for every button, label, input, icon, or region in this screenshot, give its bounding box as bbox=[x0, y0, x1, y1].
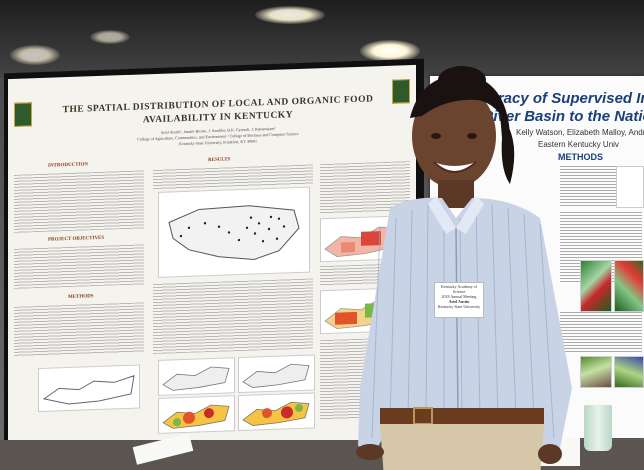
section-objectives: PROJECT OBJECTIVES bbox=[48, 235, 105, 243]
ceiling-light bbox=[10, 45, 60, 65]
text-block bbox=[14, 302, 144, 357]
text-block bbox=[560, 312, 642, 352]
section-results: RESULTS bbox=[208, 157, 231, 164]
section-methods: METHODS bbox=[68, 294, 94, 301]
text-block bbox=[14, 170, 144, 233]
satellite-image bbox=[580, 356, 612, 388]
kentucky-heat-map-d bbox=[242, 401, 310, 426]
kentucky-map-figure bbox=[238, 392, 315, 432]
name-badge: Kentucky Academy of Science 2018 Annual … bbox=[434, 282, 484, 318]
presenter bbox=[356, 66, 572, 470]
kentucky-map-b bbox=[242, 363, 310, 388]
figure-map bbox=[38, 364, 140, 413]
badge-line: Kentucky Academy of Science bbox=[441, 284, 477, 294]
kentucky-heat-map-c bbox=[162, 404, 230, 429]
section-methods: METHODS bbox=[558, 152, 603, 162]
poster-title-line1: ccuracy of Supervised Image bbox=[472, 90, 644, 107]
kentucky-map-figure bbox=[158, 357, 235, 396]
figure-diagram bbox=[616, 166, 644, 208]
university-logo bbox=[14, 102, 32, 127]
satellite-image bbox=[614, 356, 644, 388]
satellite-image bbox=[580, 260, 612, 312]
kentucky-outline-figure bbox=[42, 374, 135, 405]
badge-name: Ariel Austin bbox=[448, 299, 470, 304]
section-introduction: INTRODUCTION bbox=[48, 162, 89, 169]
text-block bbox=[153, 278, 313, 355]
kentucky-map-figure bbox=[238, 354, 315, 394]
satellite-image bbox=[614, 260, 644, 312]
text-block bbox=[153, 164, 313, 191]
ceiling-light bbox=[255, 6, 325, 24]
ceiling-light bbox=[360, 40, 420, 62]
poster-authors: Kelly Watson, Elizabeth Malloy, Andre bbox=[516, 128, 644, 137]
us-dot-map bbox=[168, 205, 300, 261]
kentucky-map-figure bbox=[158, 395, 235, 434]
paper-cup bbox=[584, 405, 612, 451]
badge-line: Kentucky State University bbox=[437, 304, 481, 309]
us-map-figure bbox=[158, 186, 310, 278]
text-block bbox=[14, 244, 144, 289]
kentucky-map-a bbox=[162, 366, 230, 391]
badge-line: 2018 Annual Meeting bbox=[441, 294, 477, 299]
poster-title-line2: y River Basin to the Natio bbox=[470, 108, 644, 125]
ceiling-light bbox=[90, 30, 130, 44]
poster-institution: Eastern Kentucky Univ bbox=[538, 140, 619, 149]
